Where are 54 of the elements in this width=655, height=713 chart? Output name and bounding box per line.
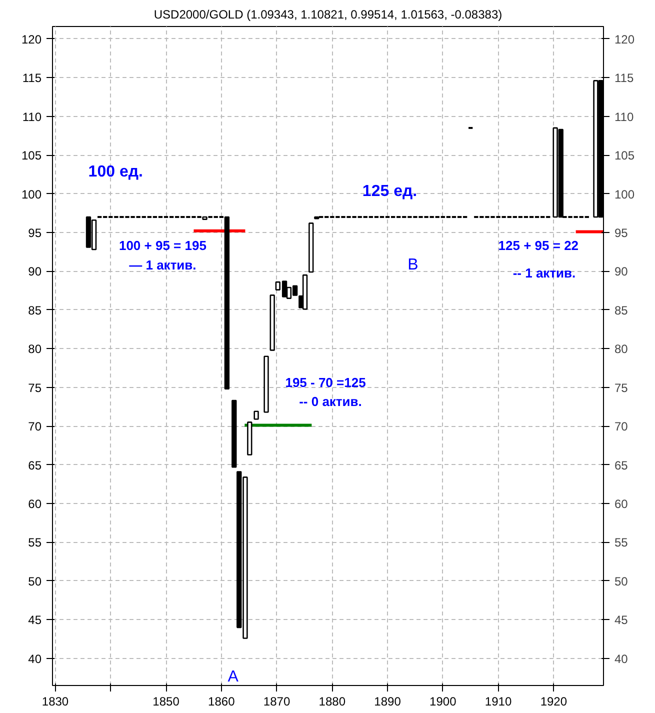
y-tick-label: 60 bbox=[28, 497, 42, 512]
y2-tick-label: 100 bbox=[614, 187, 635, 202]
x-tick-label: 1920 bbox=[540, 694, 568, 708]
y-tick-label: 70 bbox=[28, 420, 42, 434]
y-tick-label: 120 bbox=[21, 32, 42, 46]
annotation: 100 ед. bbox=[88, 164, 143, 181]
y2-tick-label: 60 bbox=[614, 497, 628, 512]
annotation: 100 + 95 = 195 bbox=[118, 238, 206, 254]
y2-tick-label: 40 bbox=[614, 652, 628, 666]
y2-tick-label: 95 bbox=[614, 226, 628, 240]
y2-tick-label: 65 bbox=[614, 458, 628, 472]
annotation: B bbox=[408, 256, 418, 274]
y-tick-label: 110 bbox=[22, 110, 42, 124]
annotation: 125 ед. bbox=[362, 182, 418, 200]
y2-tick-label: 85 bbox=[614, 303, 628, 318]
y-tick-label: 80 bbox=[28, 342, 42, 356]
annotation: 195 - 70 =125 bbox=[285, 375, 366, 390]
annotation: -- 0 актив. bbox=[299, 394, 362, 409]
y-tick-label: 115 bbox=[22, 71, 42, 86]
y-tick-label: 75 bbox=[28, 380, 42, 395]
y2-tick-label: 75 bbox=[614, 380, 628, 395]
x-tick-label: 1830 bbox=[42, 694, 69, 708]
y2-tick-label: 120 bbox=[614, 32, 635, 46]
x-tick-label: 1850 bbox=[152, 694, 180, 708]
y-tick-label: 50 bbox=[28, 574, 42, 588]
y2-tick-label: 55 bbox=[614, 536, 628, 550]
y-tick-label: 85 bbox=[28, 303, 42, 318]
y-tick-label: 100 bbox=[21, 187, 42, 202]
x-tick-label: 1900 bbox=[430, 694, 457, 708]
y2-tick-label: 45 bbox=[614, 613, 628, 628]
y2-tick-label: 90 bbox=[614, 264, 628, 279]
y2-tick-label: 110 bbox=[614, 110, 634, 124]
x-tick-label: 1870 bbox=[263, 694, 290, 708]
x-tick-label: 1890 bbox=[374, 694, 402, 708]
y-tick-label: 105 bbox=[21, 148, 42, 163]
x-tick-label: 1880 bbox=[318, 694, 346, 708]
y-tick-label: 40 bbox=[28, 652, 42, 666]
annotation: A bbox=[228, 668, 239, 686]
y-tick-label: 45 bbox=[28, 613, 42, 628]
y2-tick-label: 105 bbox=[614, 148, 635, 163]
y-tick-label: 90 bbox=[28, 264, 42, 279]
x-tick-label: 1860 bbox=[208, 694, 236, 708]
y-tick-label: 55 bbox=[28, 536, 42, 550]
y-tick-label: 65 bbox=[28, 458, 42, 472]
annotation: -- 1 актив. bbox=[512, 265, 576, 280]
y2-tick-label: 50 bbox=[614, 574, 628, 588]
y-tick-label: 95 bbox=[28, 226, 42, 240]
chart-title: USD2000/GOLD (1.09343, 1.10821, 0.99514, 1.01563, -0.08383) bbox=[154, 8, 502, 22]
x-tick-label: 1910 bbox=[484, 694, 512, 708]
y2-tick-label: 80 bbox=[614, 342, 628, 356]
y2-tick-label: 115 bbox=[614, 71, 634, 86]
y2-tick-label: 70 bbox=[614, 420, 628, 434]
annotation: — 1 актив. bbox=[129, 258, 196, 273]
annotation: 125 + 95 = 22 bbox=[498, 238, 579, 254]
